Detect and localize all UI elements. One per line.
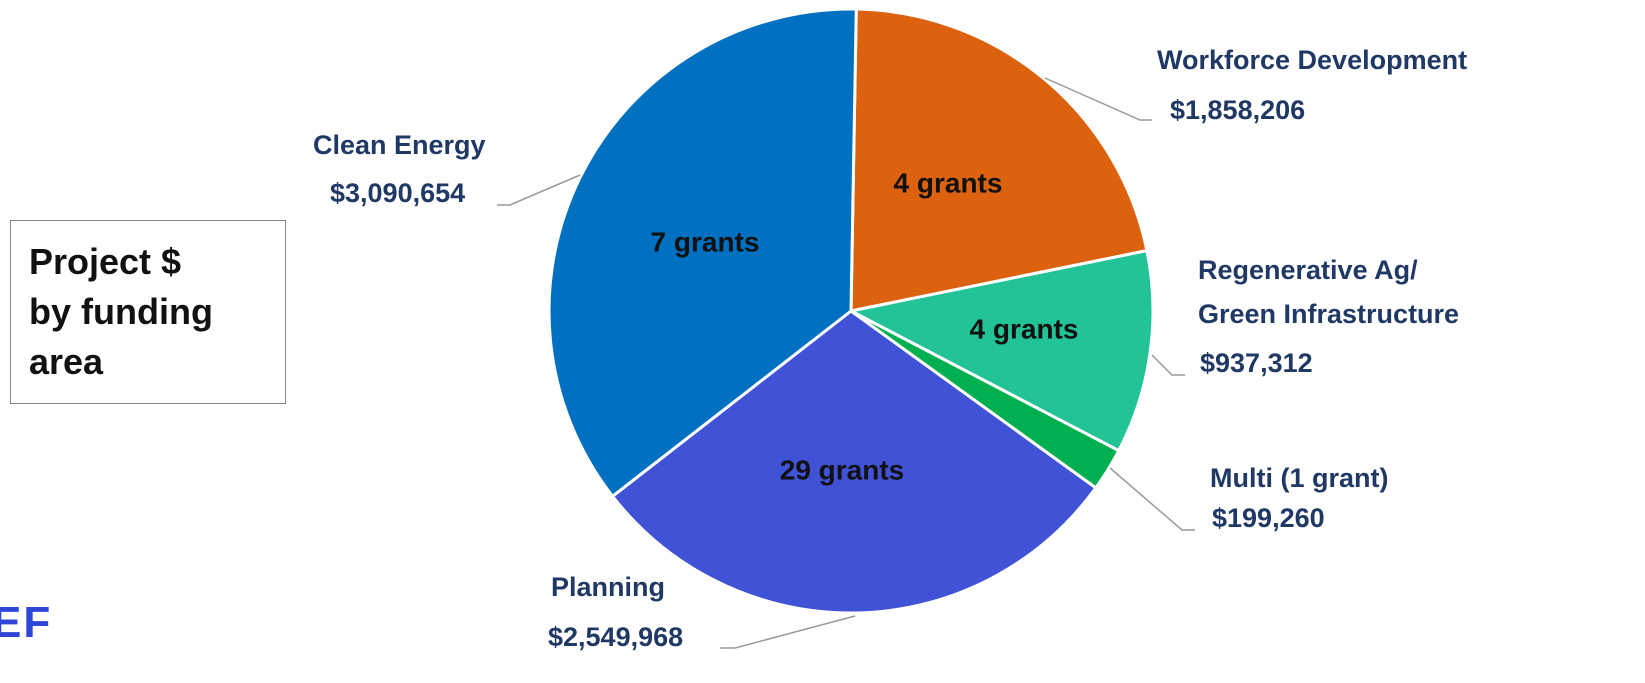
category-label: Regenerative Ag/ Green Infrastructure	[1198, 255, 1460, 329]
value-label: $937,312	[1200, 348, 1313, 378]
value-label: $2,549,968	[548, 622, 684, 652]
value-label: $199,260	[1212, 503, 1325, 533]
leader-line	[720, 615, 856, 649]
category-label: Planning	[551, 572, 665, 602]
category-label: Multi (1 grant)	[1210, 463, 1389, 493]
leader-line	[497, 174, 581, 206]
pie-slice	[846, 248, 1155, 453]
slice-label: 29 grants	[780, 454, 905, 485]
pie-slice	[849, 7, 1149, 313]
logo: EF	[0, 598, 53, 647]
category-label: Workforce Development	[1157, 45, 1468, 75]
slice-label: 4 grants	[970, 313, 1079, 344]
pie-slice	[610, 309, 1098, 615]
leader-line	[1044, 77, 1152, 121]
category-label: Clean Energy	[313, 130, 486, 160]
value-label: $1,858,206	[1170, 95, 1306, 125]
value-label: $3,090,654	[330, 178, 466, 208]
slice-label: 7 grants	[651, 226, 760, 257]
leader-line	[1151, 354, 1185, 376]
chart-title: Project $ by funding area	[10, 220, 286, 404]
leader-line	[1109, 467, 1195, 531]
pie-slice	[547, 7, 858, 499]
slice-label: 4 grants	[894, 167, 1003, 198]
